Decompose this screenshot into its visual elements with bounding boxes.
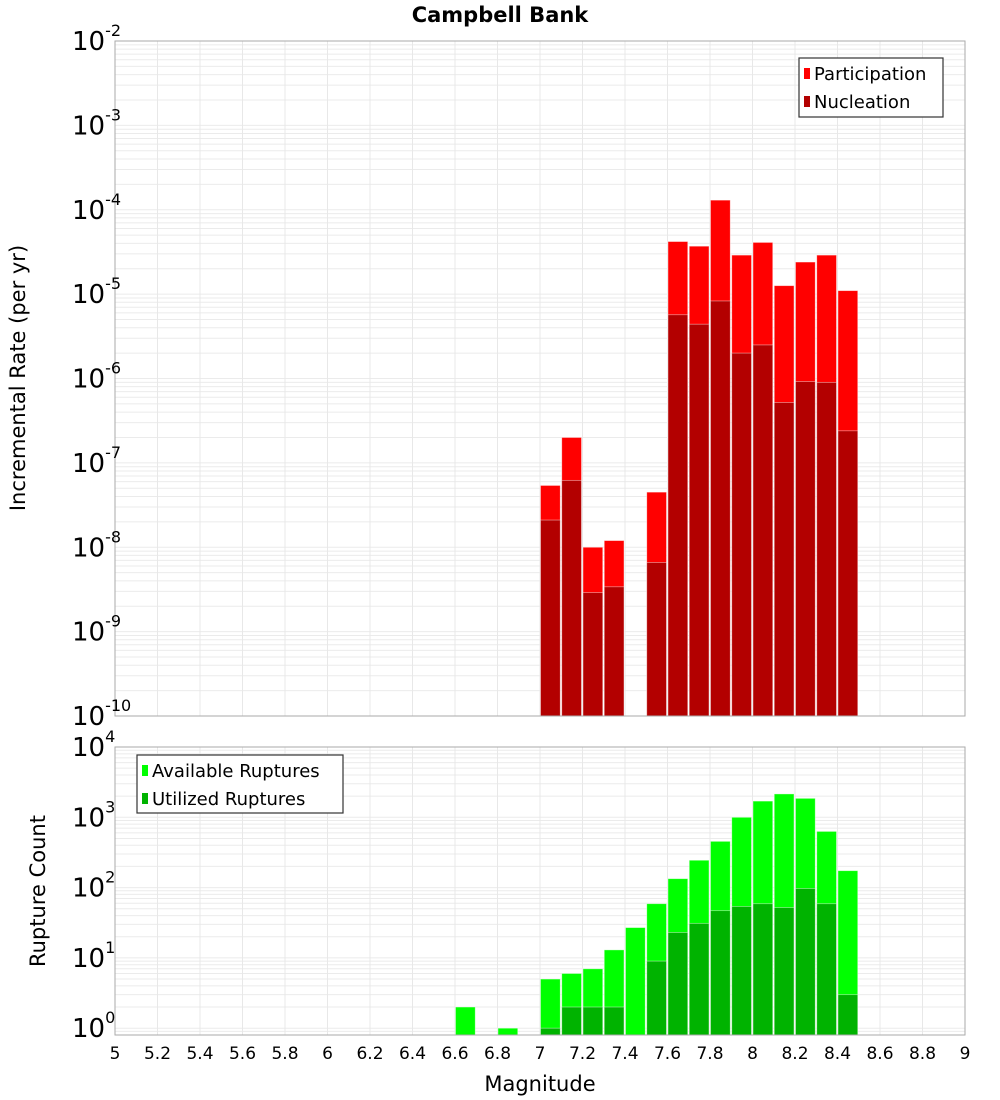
y-tick-label: 10-5 <box>72 274 121 310</box>
x-tick-label: 6.6 <box>441 1044 468 1064</box>
nucleation-bar <box>561 479 582 717</box>
available-ruptures-bar <box>540 978 561 1036</box>
nucleation-bar <box>710 300 731 717</box>
y-tick-label: 104 <box>72 727 115 763</box>
rate-y-axis-label: Incremental Rate (per yr) <box>6 245 30 511</box>
legend-swatch <box>804 68 810 79</box>
nucleation-bar <box>837 430 859 717</box>
x-tick-label: 6.8 <box>484 1044 511 1064</box>
x-tick-label: 5.2 <box>144 1044 171 1064</box>
legend-label: Utilized Ruptures <box>152 789 305 810</box>
y-tick-label: 10-10 <box>72 696 131 732</box>
y-tick-label: 100 <box>72 1008 115 1044</box>
x-tick-label: 6 <box>322 1044 333 1064</box>
x-tick-label: 8 <box>747 1044 758 1064</box>
utilized-ruptures-bar <box>752 903 774 1036</box>
available-ruptures-bar <box>497 1027 519 1036</box>
utilized-ruptures-bar <box>582 1006 604 1036</box>
utilized-ruptures-bar <box>688 922 710 1036</box>
rate-legend: Participation Nucleation <box>798 57 944 118</box>
x-tick-label: 5.6 <box>229 1044 256 1064</box>
y-tick-label: 10-4 <box>72 190 121 226</box>
legend-swatch <box>142 765 148 776</box>
nucleation-bar <box>688 323 710 717</box>
utilized-ruptures-bar <box>731 906 752 1036</box>
utilized-ruptures-bar <box>773 907 795 1036</box>
legend-box <box>136 754 344 814</box>
x-tick-label: 8.2 <box>781 1044 808 1064</box>
legend-box <box>798 57 944 118</box>
x-tick-label: 7 <box>535 1044 546 1064</box>
x-tick-label: 5.4 <box>186 1044 213 1064</box>
y-tick-label: 10-8 <box>72 527 121 563</box>
x-tick-label: 6.4 <box>399 1044 426 1064</box>
y-tick-label: 10-2 <box>72 21 121 57</box>
legend-label: Available Ruptures <box>152 761 320 782</box>
x-tick-label: 5.8 <box>271 1044 298 1064</box>
nucleation-bar <box>603 586 625 717</box>
rate-panel: 10-2 10-3 10-4 10-5 10-6 10-7 10-8 10-9 10-10 Par… <box>72 21 966 732</box>
utilized-ruptures-bar <box>646 960 667 1036</box>
y-tick-label: 102 <box>72 868 115 904</box>
y-tick-label: 10-6 <box>72 359 121 395</box>
plot-frame <box>114 746 966 1036</box>
x-tick-label: 7.6 <box>654 1044 681 1064</box>
chart-title: Campbell Bank <box>412 3 590 27</box>
utilized-ruptures-bar <box>795 888 816 1036</box>
nucleation-bar <box>773 402 795 717</box>
y-tick-label: 10-3 <box>72 105 121 141</box>
plot-frame <box>114 40 966 717</box>
nucleation-bar <box>540 519 561 717</box>
nucleation-bar <box>752 344 774 717</box>
nucleation-bar <box>795 381 816 717</box>
utilized-ruptures-bar <box>710 910 731 1036</box>
available-ruptures-bar <box>455 1006 476 1036</box>
y-tick-label: 10-9 <box>72 612 121 648</box>
available-ruptures-bar <box>625 927 646 1036</box>
nucleation-bar <box>646 562 667 717</box>
x-tick-label: 7.2 <box>569 1044 596 1064</box>
x-tick-label: 8.8 <box>909 1044 936 1064</box>
x-tick-label: 9 <box>960 1044 971 1064</box>
y-tick-label: 103 <box>72 797 115 833</box>
x-tick-label: 5 <box>110 1044 121 1064</box>
nucleation-bar <box>731 352 752 717</box>
x-axis-label: Magnitude <box>484 1072 595 1096</box>
legend-label: Nucleation <box>814 92 910 113</box>
legend-label: Participation <box>814 64 926 85</box>
nucleation-bar <box>582 592 604 717</box>
y-tick-label: 101 <box>72 938 115 974</box>
x-tick-label: 8.6 <box>866 1044 893 1064</box>
x-tick-label: 6.2 <box>356 1044 383 1064</box>
nucleation-bar <box>816 381 837 717</box>
x-tick-label: 8.4 <box>824 1044 851 1064</box>
x-tick-label: 7.4 <box>611 1044 638 1064</box>
utilized-ruptures-bar <box>667 932 689 1036</box>
count-y-axis-label: Rupture Count <box>26 815 50 967</box>
legend-swatch <box>804 96 810 107</box>
count-legend: Available Ruptures Utilized Ruptures <box>136 754 344 814</box>
utilized-ruptures-bar <box>603 1006 625 1036</box>
utilized-ruptures-bar <box>837 994 859 1036</box>
y-tick-label: 10-7 <box>72 443 121 479</box>
legend-swatch <box>142 793 148 804</box>
utilized-ruptures-bar <box>816 903 837 1036</box>
nucleation-bar <box>667 314 689 717</box>
x-tick-label: 7.8 <box>696 1044 723 1064</box>
utilized-ruptures-bar <box>540 1027 561 1036</box>
utilized-ruptures-bar <box>561 1006 582 1036</box>
